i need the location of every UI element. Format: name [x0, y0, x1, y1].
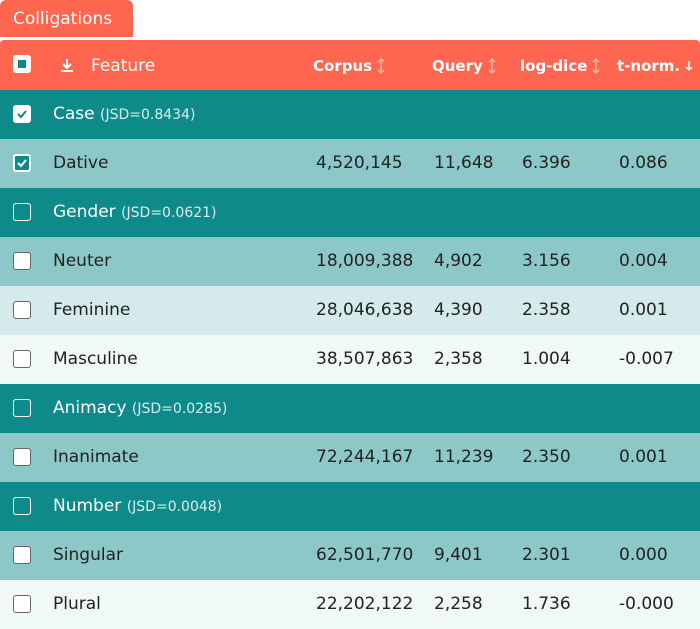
value-cell: 0.086 — [619, 153, 668, 173]
feature-row: Inanimate 72,244,167 11,239 2.350 0.001 — [0, 433, 700, 482]
value-cell: 2,358 — [434, 349, 483, 369]
check-mark — [17, 110, 27, 119]
row-label: Inanimate — [53, 433, 139, 482]
feature-row: Feminine 28,046,638 4,390 2.358 0.001 — [0, 286, 700, 335]
checkbox[interactable] — [13, 252, 31, 270]
row-label: Case (JSD=0.8434) — [53, 90, 195, 140]
value-cell: 2.350 — [522, 447, 571, 467]
value-cell: 2,258 — [434, 594, 483, 614]
value-cell: 3.156 — [522, 251, 571, 271]
label: Singular — [53, 545, 123, 565]
jsd-note: (JSD=0.0285) — [131, 401, 228, 417]
value-cell: 2.301 — [522, 545, 571, 565]
column-header[interactable]: log-dice — [520, 57, 588, 75]
label: Masculine — [53, 349, 138, 369]
label: Number — [53, 496, 122, 516]
sort-icon[interactable] — [591, 57, 601, 75]
column-header[interactable]: Corpus — [313, 57, 373, 75]
value-cell: 22,202,122 — [316, 594, 414, 614]
column-header[interactable]: Query — [432, 57, 483, 75]
row-label: Feminine — [53, 286, 130, 335]
sort-icon[interactable] — [376, 57, 386, 75]
feature-row: Neuter 18,009,388 4,902 3.156 0.004 — [0, 237, 700, 286]
checkbox[interactable] — [13, 448, 31, 466]
row-label: Dative — [53, 139, 108, 188]
label: Animacy — [53, 398, 127, 418]
value-cell: 28,046,638 — [316, 300, 414, 320]
checkbox[interactable] — [13, 595, 31, 613]
label: Feminine — [53, 300, 131, 320]
checkbox[interactable] — [13, 399, 31, 417]
row-label: Number (JSD=0.0048) — [53, 482, 222, 532]
label: Neuter — [53, 251, 112, 271]
value-cell: 38,507,863 — [316, 349, 414, 369]
column-header[interactable]: t-norm. — [617, 57, 681, 75]
group-row: Animacy (JSD=0.0285) — [0, 384, 700, 433]
jsd-note: (JSD=0.8434) — [100, 107, 196, 123]
feature-row: Plural 22,202,122 2,258 1.736 -0.000 — [0, 580, 700, 629]
label: Dative — [53, 153, 109, 173]
jsd-note: (JSD=0.0621) — [121, 205, 217, 221]
value-cell: 9,401 — [434, 545, 483, 565]
checkbox[interactable] — [13, 154, 31, 172]
value-cell: 6.396 — [522, 153, 571, 173]
jsd-note: (JSD=0.0048) — [126, 499, 223, 515]
label: Gender — [53, 202, 116, 222]
label: Case — [53, 104, 95, 124]
tab[interactable]: Colligations — [0, 0, 133, 37]
value-cell: 62,501,770 — [316, 545, 414, 565]
indeterminate-mark — [18, 60, 26, 68]
checkbox[interactable] — [13, 350, 31, 368]
value-cell: 4,520,145 — [316, 153, 403, 173]
value-cell: 0.001 — [619, 447, 668, 467]
value-cell: 72,244,167 — [316, 447, 414, 467]
checkbox[interactable] — [13, 301, 31, 319]
row-label: Gender (JSD=0.0621) — [53, 188, 217, 238]
value-cell: 18,009,388 — [316, 251, 414, 271]
checkbox[interactable] — [13, 546, 31, 564]
value-cell: 1.736 — [522, 594, 571, 614]
feature-row: Dative 4,520,145 11,648 6.396 0.086 — [0, 139, 700, 188]
value-cell: 4,902 — [434, 251, 483, 271]
sort-icon[interactable] — [684, 57, 694, 75]
checkbox[interactable] — [13, 55, 31, 73]
feature-header[interactable]: Feature — [91, 56, 156, 76]
value-cell: -0.007 — [619, 349, 674, 369]
checkbox[interactable] — [13, 203, 31, 221]
row-label: Plural — [53, 580, 101, 629]
group-row: Number (JSD=0.0048) — [0, 482, 700, 531]
checkbox[interactable] — [13, 105, 31, 123]
header-row: Feature Corpus Query log-dice t-norm. — [0, 40, 700, 90]
feature-row: Masculine 38,507,863 2,358 1.004 -0.007 — [0, 335, 700, 384]
check-mark — [17, 159, 27, 168]
download-icon[interactable] — [59, 57, 75, 73]
row-label: Singular — [53, 531, 123, 580]
group-row: Gender (JSD=0.0621) — [0, 188, 700, 237]
feature-row: Singular 62,501,770 9,401 2.301 0.000 — [0, 531, 700, 580]
value-cell: 0.004 — [619, 251, 668, 271]
table: Feature Corpus Query log-dice t-norm. Case … — [0, 40, 700, 629]
value-cell: 1.004 — [522, 349, 571, 369]
checkbox[interactable] — [13, 497, 31, 515]
label: Plural — [53, 594, 101, 614]
value-cell: 11,648 — [434, 153, 494, 173]
sort-icon[interactable] — [487, 57, 497, 75]
value-cell: 4,390 — [434, 300, 483, 320]
value-cell: -0.000 — [619, 594, 674, 614]
row-label: Neuter — [53, 237, 111, 286]
value-cell: 2.358 — [522, 300, 571, 320]
value-cell: 0.001 — [619, 300, 668, 320]
group-row: Case (JSD=0.8434) — [0, 90, 700, 139]
value-cell: 11,239 — [434, 447, 494, 467]
row-label: Animacy (JSD=0.0285) — [53, 384, 227, 434]
label: Inanimate — [53, 447, 139, 467]
row-label: Masculine — [53, 335, 138, 384]
value-cell: 0.000 — [619, 545, 668, 565]
